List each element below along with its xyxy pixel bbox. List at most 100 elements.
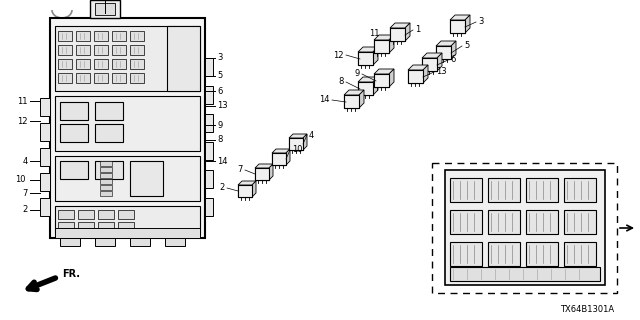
Text: 5: 5 bbox=[464, 42, 469, 51]
Text: 12: 12 bbox=[17, 116, 28, 125]
Text: 4: 4 bbox=[309, 131, 314, 140]
Bar bbox=[55, 206, 200, 234]
Bar bbox=[374, 74, 389, 87]
Bar bbox=[205, 198, 213, 216]
Bar bbox=[344, 95, 359, 108]
Bar bbox=[94, 31, 108, 41]
Bar bbox=[112, 45, 126, 55]
Bar bbox=[272, 153, 286, 165]
Bar bbox=[289, 138, 303, 150]
Text: 10: 10 bbox=[292, 146, 303, 155]
Bar bbox=[167, 26, 200, 91]
Bar bbox=[118, 222, 134, 231]
Bar bbox=[100, 185, 112, 190]
Text: 13: 13 bbox=[217, 101, 228, 110]
Polygon shape bbox=[422, 53, 442, 58]
Polygon shape bbox=[374, 35, 394, 40]
Polygon shape bbox=[405, 23, 410, 41]
Bar bbox=[90, 0, 120, 18]
Bar bbox=[100, 191, 112, 196]
Bar bbox=[374, 40, 389, 53]
Bar bbox=[94, 73, 108, 83]
Bar bbox=[432, 163, 617, 293]
Polygon shape bbox=[373, 47, 378, 65]
Text: 7: 7 bbox=[237, 165, 243, 174]
Polygon shape bbox=[358, 47, 378, 52]
Bar bbox=[289, 138, 303, 150]
Polygon shape bbox=[465, 15, 470, 33]
Bar bbox=[60, 161, 88, 179]
Polygon shape bbox=[286, 149, 290, 165]
Bar bbox=[100, 161, 112, 166]
Bar bbox=[118, 210, 134, 219]
Polygon shape bbox=[389, 35, 394, 53]
Bar bbox=[40, 123, 50, 141]
Bar bbox=[390, 28, 405, 41]
Bar bbox=[255, 168, 269, 180]
Text: 6: 6 bbox=[217, 86, 222, 95]
Text: 5: 5 bbox=[217, 71, 222, 81]
Bar bbox=[390, 28, 405, 41]
Bar bbox=[358, 52, 373, 65]
Bar bbox=[55, 96, 200, 151]
Polygon shape bbox=[255, 164, 273, 168]
Bar bbox=[165, 238, 185, 246]
Bar bbox=[58, 59, 72, 69]
Bar bbox=[358, 82, 373, 95]
Text: 8: 8 bbox=[339, 77, 344, 86]
Bar bbox=[374, 40, 389, 53]
Bar bbox=[408, 70, 423, 83]
Bar bbox=[564, 210, 596, 234]
Bar bbox=[98, 210, 114, 219]
Text: 13: 13 bbox=[436, 68, 447, 76]
Bar bbox=[436, 46, 451, 59]
Text: 1: 1 bbox=[102, 0, 108, 1]
Bar bbox=[112, 31, 126, 41]
Bar bbox=[58, 210, 74, 219]
Polygon shape bbox=[408, 65, 428, 70]
Bar bbox=[78, 210, 94, 219]
Bar bbox=[450, 242, 482, 266]
Bar bbox=[358, 82, 373, 95]
Polygon shape bbox=[451, 41, 456, 59]
Text: 9: 9 bbox=[217, 121, 222, 130]
Bar bbox=[58, 73, 72, 83]
Text: 6: 6 bbox=[450, 55, 456, 65]
Bar bbox=[374, 74, 389, 87]
Text: 12: 12 bbox=[333, 51, 344, 60]
Polygon shape bbox=[437, 53, 442, 71]
Text: 10: 10 bbox=[15, 175, 26, 185]
Text: 2: 2 bbox=[220, 183, 225, 193]
Text: 3: 3 bbox=[217, 53, 222, 62]
Bar bbox=[130, 31, 144, 41]
Bar bbox=[130, 161, 163, 196]
Polygon shape bbox=[374, 69, 394, 74]
Polygon shape bbox=[269, 164, 273, 180]
Bar bbox=[408, 70, 423, 83]
Polygon shape bbox=[252, 181, 256, 197]
Bar bbox=[450, 210, 482, 234]
Bar bbox=[526, 242, 558, 266]
Bar bbox=[238, 185, 252, 197]
Bar bbox=[272, 153, 286, 165]
Bar bbox=[436, 46, 451, 59]
Bar bbox=[60, 238, 80, 246]
Bar bbox=[76, 45, 90, 55]
Text: 3: 3 bbox=[478, 18, 483, 27]
Text: FR.: FR. bbox=[62, 269, 80, 279]
Bar bbox=[422, 58, 437, 71]
Bar bbox=[50, 18, 205, 238]
Bar bbox=[76, 73, 90, 83]
Bar bbox=[450, 20, 465, 33]
Bar bbox=[78, 222, 94, 231]
Polygon shape bbox=[450, 15, 470, 20]
Text: 2: 2 bbox=[23, 205, 28, 214]
Bar bbox=[40, 148, 50, 166]
Bar bbox=[255, 168, 269, 180]
Bar bbox=[564, 242, 596, 266]
Bar bbox=[130, 59, 144, 69]
Bar bbox=[95, 124, 123, 142]
Bar bbox=[205, 86, 213, 104]
Bar bbox=[94, 59, 108, 69]
Bar bbox=[100, 173, 112, 178]
